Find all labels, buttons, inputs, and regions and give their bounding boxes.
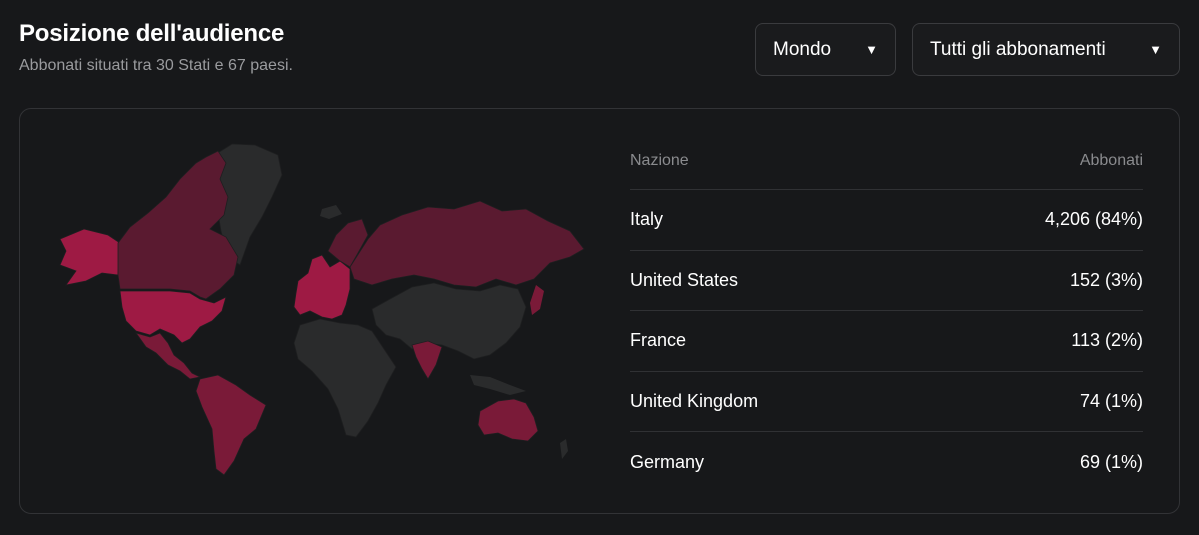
map-region-south-america: [195, 374, 267, 476]
map-region-africa: [293, 318, 397, 438]
country-name: France: [630, 330, 687, 351]
region-dropdown[interactable]: Mondo ▼: [755, 23, 896, 76]
audience-location-card: Nazione Abbonati Italy 4,206 (84%) Unite…: [19, 108, 1180, 514]
country-name: United States: [630, 269, 739, 290]
column-header-subscribers: Abbonati: [1079, 152, 1143, 169]
world-map: [59, 143, 585, 476]
subscriber-count: 74 (1%): [1079, 390, 1143, 411]
map-region-usa: [119, 290, 227, 344]
header: Posizione dell'audience Abbonati situati…: [19, 20, 293, 75]
map-region-scandinavia: [327, 218, 369, 268]
country-table: Nazione Abbonati Italy 4,206 (84%) Unite…: [630, 133, 1143, 493]
map-region-europe-west: [293, 254, 351, 320]
map-region-australia: [477, 398, 539, 442]
map-region-new-zealand: [560, 439, 568, 459]
table-row: France 113 (2%): [630, 311, 1143, 372]
map-region-india: [411, 340, 443, 380]
table-row: Italy 4,206 (84%): [630, 190, 1143, 251]
subscriber-count: 4,206 (84%): [1044, 209, 1143, 230]
column-header-country: Nazione: [630, 152, 689, 169]
subscriber-count: 69 (1%): [1079, 451, 1143, 472]
subscription-dropdown-label: Tutti gli abbonamenti: [930, 38, 1106, 60]
country-name: Germany: [630, 451, 705, 472]
subscription-dropdown[interactable]: Tutti gli abbonamenti ▼: [912, 23, 1180, 76]
map-region-iceland: [320, 205, 342, 219]
caret-down-icon: ▼: [865, 42, 878, 57]
subscriber-count: 152 (3%): [1069, 269, 1143, 290]
table-row: Germany 69 (1%): [630, 432, 1143, 493]
table-header: Nazione Abbonati: [630, 133, 1143, 190]
map-region-asia: [371, 282, 527, 360]
table-row: United States 152 (3%): [630, 251, 1143, 311]
page-subtitle: Abbonati situati tra 30 Stati e 67 paesi…: [19, 57, 293, 74]
map-region-russia: [349, 200, 585, 288]
page-title: Posizione dell'audience: [19, 20, 285, 47]
map-region-canada: [117, 150, 239, 300]
caret-down-icon: ▼: [1149, 42, 1162, 57]
map-region-se-asia: [470, 375, 526, 395]
map-region-alaska: [59, 228, 121, 286]
region-dropdown-label: Mondo: [773, 38, 832, 60]
subscriber-count: 113 (2%): [1071, 330, 1143, 351]
map-region-mexico: [135, 332, 202, 380]
table-row: United Kingdom 74 (1%): [630, 372, 1143, 432]
country-name: Italy: [630, 209, 664, 230]
map-region-japan: [530, 285, 544, 315]
country-name: United Kingdom: [630, 390, 759, 411]
